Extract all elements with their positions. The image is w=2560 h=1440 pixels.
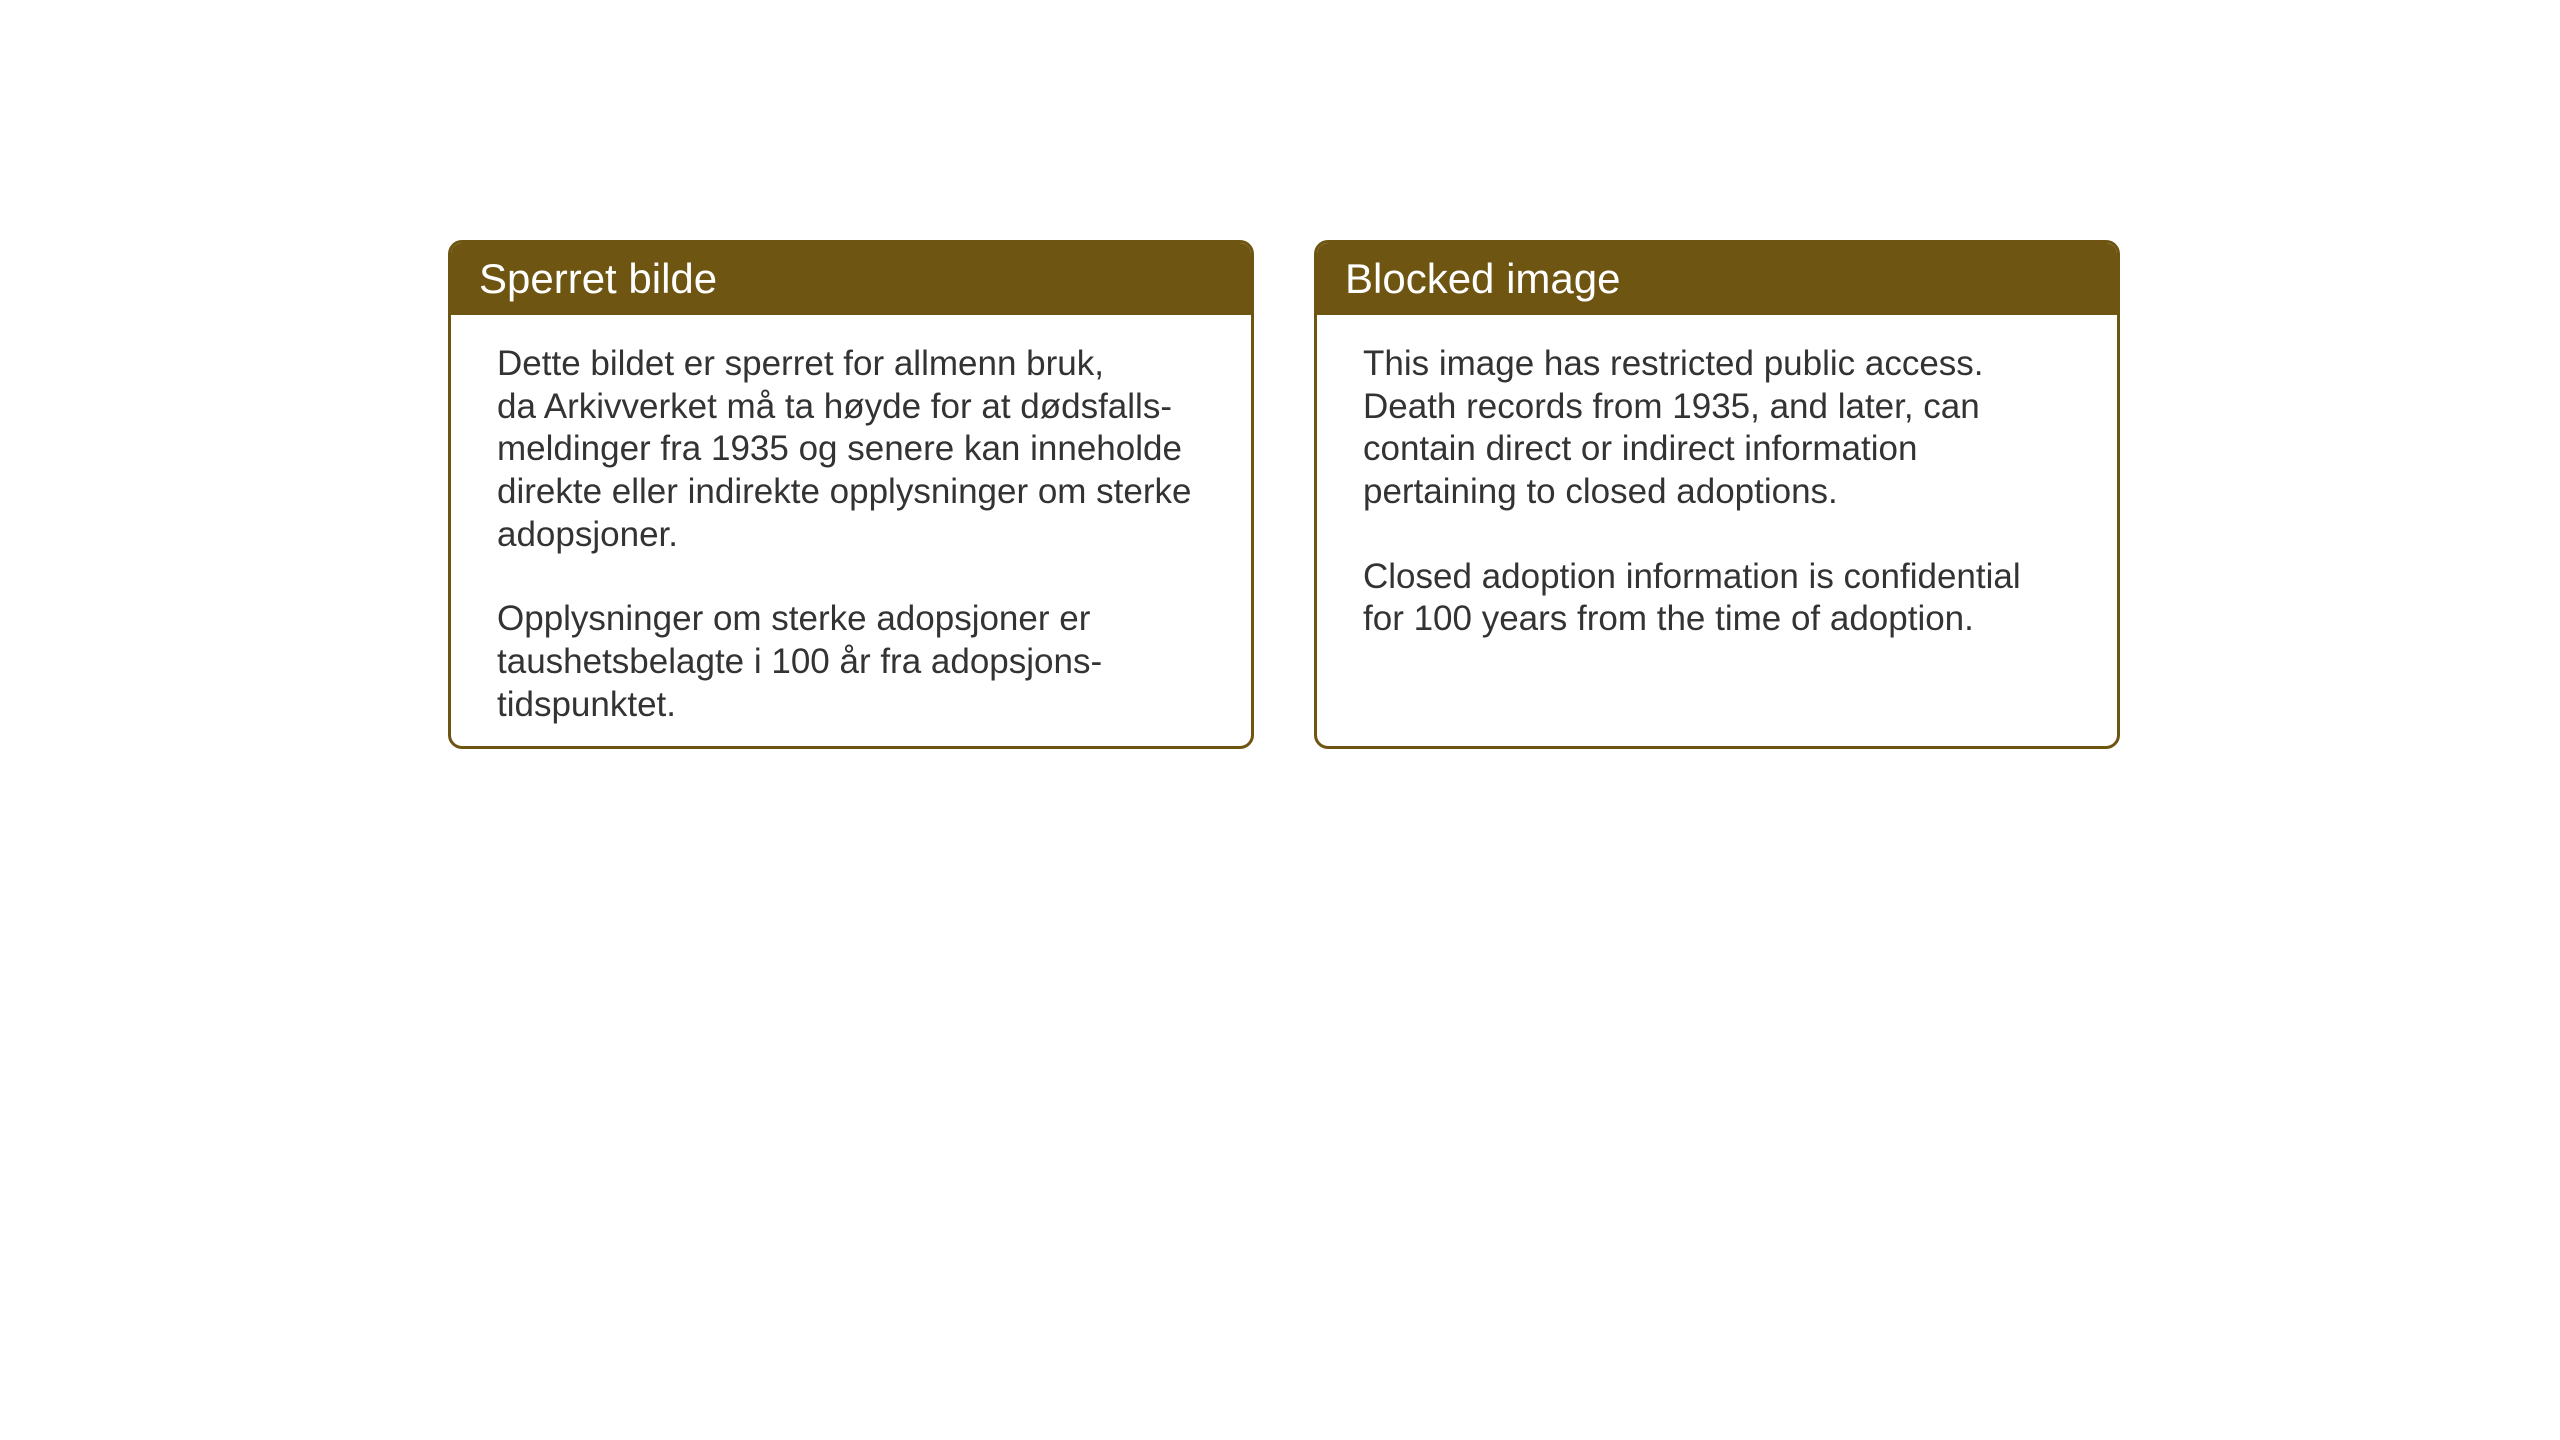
english-card-body: This image has restricted public access.… <box>1317 315 2117 669</box>
norwegian-paragraph-2: Opplysninger om sterke adopsjoner er tau… <box>497 598 1205 726</box>
english-notice-card: Blocked image This image has restricted … <box>1314 240 2120 749</box>
notice-cards-container: Sperret bilde Dette bildet er sperret fo… <box>448 240 2120 749</box>
english-paragraph-2: Closed adoption information is confident… <box>1363 556 2071 641</box>
norwegian-card-body: Dette bildet er sperret for allmenn bruk… <box>451 315 1251 749</box>
english-card-title: Blocked image <box>1317 243 2117 315</box>
norwegian-card-title: Sperret bilde <box>451 243 1251 315</box>
norwegian-paragraph-1: Dette bildet er sperret for allmenn bruk… <box>497 343 1205 556</box>
norwegian-notice-card: Sperret bilde Dette bildet er sperret fo… <box>448 240 1254 749</box>
english-paragraph-1: This image has restricted public access.… <box>1363 343 2071 514</box>
